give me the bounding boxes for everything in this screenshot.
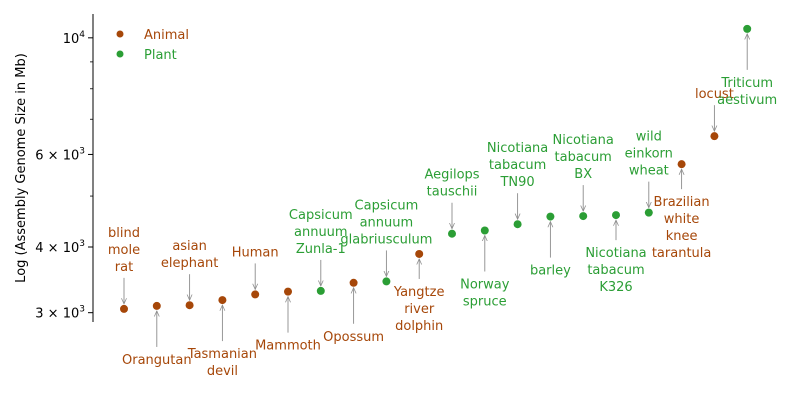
- point-label: Orangutan: [122, 353, 192, 368]
- point-label: Nicotiana tabacum K326: [585, 246, 646, 295]
- data-point-animal: [120, 304, 128, 313]
- data-point-plant: [743, 24, 752, 33]
- point-label: Tasmanian devil: [187, 347, 257, 379]
- y-tick-label: 4 × 103: [35, 239, 85, 256]
- legend-marker-plant: [116, 50, 124, 58]
- legend-marker-animal: [116, 30, 124, 38]
- data-point-animal: [284, 287, 292, 296]
- point-label: Triticum aestivum: [717, 76, 777, 108]
- data-point-animal: [251, 290, 260, 299]
- data-point-plant: [546, 212, 555, 221]
- point-label: Norway spruce: [460, 277, 510, 309]
- point-label: Aegilops tauschii: [424, 168, 479, 200]
- data-point-plant: [480, 226, 489, 235]
- point-label: barley: [530, 264, 571, 279]
- y-axis-label: Log (Assembly Genome Size in Mb): [14, 53, 29, 283]
- y-tick-label: 104: [63, 30, 86, 47]
- point-label: locust: [695, 87, 734, 102]
- data-point-animal: [677, 160, 686, 169]
- point-label: Nicotiana tabacum TN90: [487, 141, 548, 190]
- legend-label-animal: Animal: [144, 28, 189, 43]
- data-point-plant: [316, 286, 325, 295]
- data-point-animal: [710, 132, 719, 141]
- point-label: Yangtze river dolphin: [393, 285, 445, 334]
- point-label: asian elephant: [161, 239, 218, 271]
- point-label: wild einkorn wheat: [625, 130, 673, 179]
- data-point-plant: [382, 277, 391, 286]
- point-label: Capsicum annuum glabriusculum: [340, 198, 432, 247]
- data-point-plant: [644, 208, 653, 217]
- legend: Animal Plant: [116, 28, 189, 63]
- point-label: Opossum: [323, 330, 384, 345]
- point-label: blind mole rat: [108, 226, 140, 275]
- data-point-plant: [448, 229, 456, 238]
- data-point-plant: [579, 212, 588, 221]
- data-point-plant: [513, 220, 522, 229]
- data-point-animal: [218, 296, 227, 305]
- data-point-animal: [152, 301, 161, 310]
- data-point-animal: [349, 278, 358, 287]
- y-axis-ticks: 3 × 103 4 × 103 6 × 103 104: [35, 30, 93, 322]
- data-point-plant: [612, 211, 620, 220]
- y-tick-label: 6 × 103: [35, 146, 85, 163]
- data-points: [120, 24, 752, 313]
- point-label: Capsicum annuum Zunla-1: [289, 208, 353, 257]
- legend-label-plant: Plant: [144, 48, 177, 63]
- data-point-animal: [185, 301, 194, 310]
- data-point-animal: [415, 249, 424, 258]
- point-label: Mammoth: [255, 339, 321, 354]
- y-tick-label: 3 × 103: [35, 305, 85, 322]
- point-label: Nicotiana tabacum BX: [553, 133, 614, 182]
- point-annotations: blind mole rat Orangutan asian elephant Tasman…: [108, 34, 777, 379]
- point-label: Human: [232, 245, 279, 260]
- point-label: Brazilian white knee tarantula: [652, 195, 712, 261]
